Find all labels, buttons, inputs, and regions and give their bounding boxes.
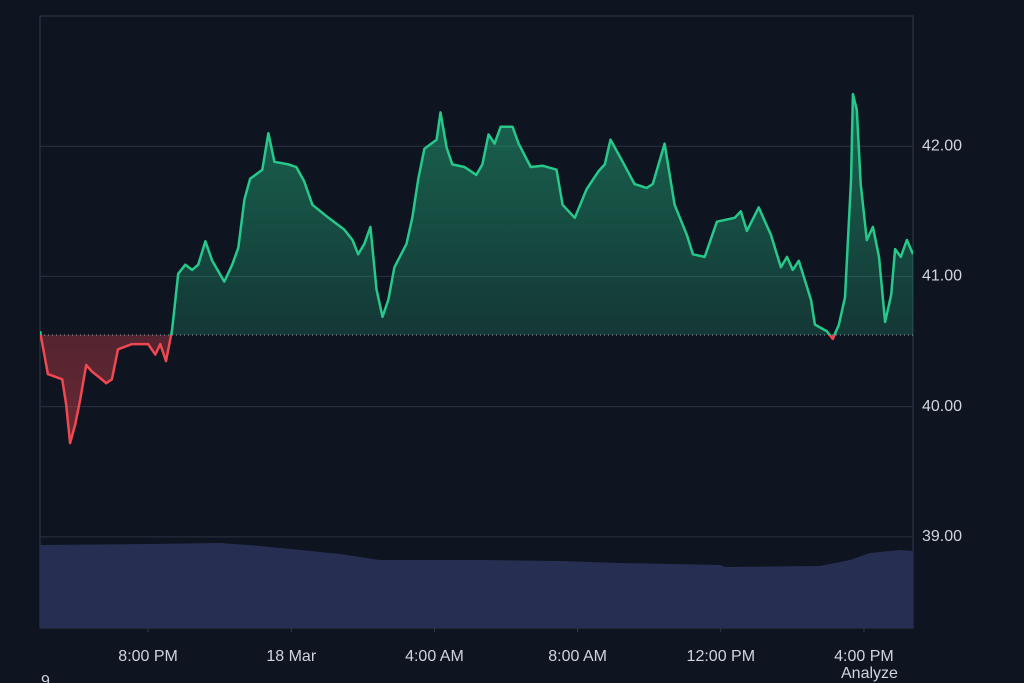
x-tick-label: 4:00 AM (405, 648, 464, 665)
analyze-button[interactable]: Analyze (841, 665, 898, 682)
y-tick-label: 41.00 (922, 268, 962, 285)
x-tick-label: 8:00 PM (118, 648, 178, 665)
footer-left-text: 9 (41, 673, 50, 683)
axes: 39.00 40.00 41.00 42.00 8:00 PM 18 Mar 4:00 AM… (118, 137, 962, 665)
x-tick-label: 12:00 PM (687, 648, 755, 665)
y-tick-label: 42.00 (922, 137, 962, 154)
area-down (40, 335, 835, 444)
x-tick-label: 8:00 AM (548, 648, 607, 665)
x-tick-label: 4:00 PM (834, 648, 894, 665)
volume-area (40, 543, 913, 628)
y-tick-label: 40.00 (922, 398, 962, 415)
plot (40, 92, 913, 445)
line-up (40, 92, 913, 336)
y-tick-label: 39.00 (922, 528, 962, 545)
x-tick-label: 18 Mar (266, 648, 316, 665)
area-up (40, 94, 913, 336)
